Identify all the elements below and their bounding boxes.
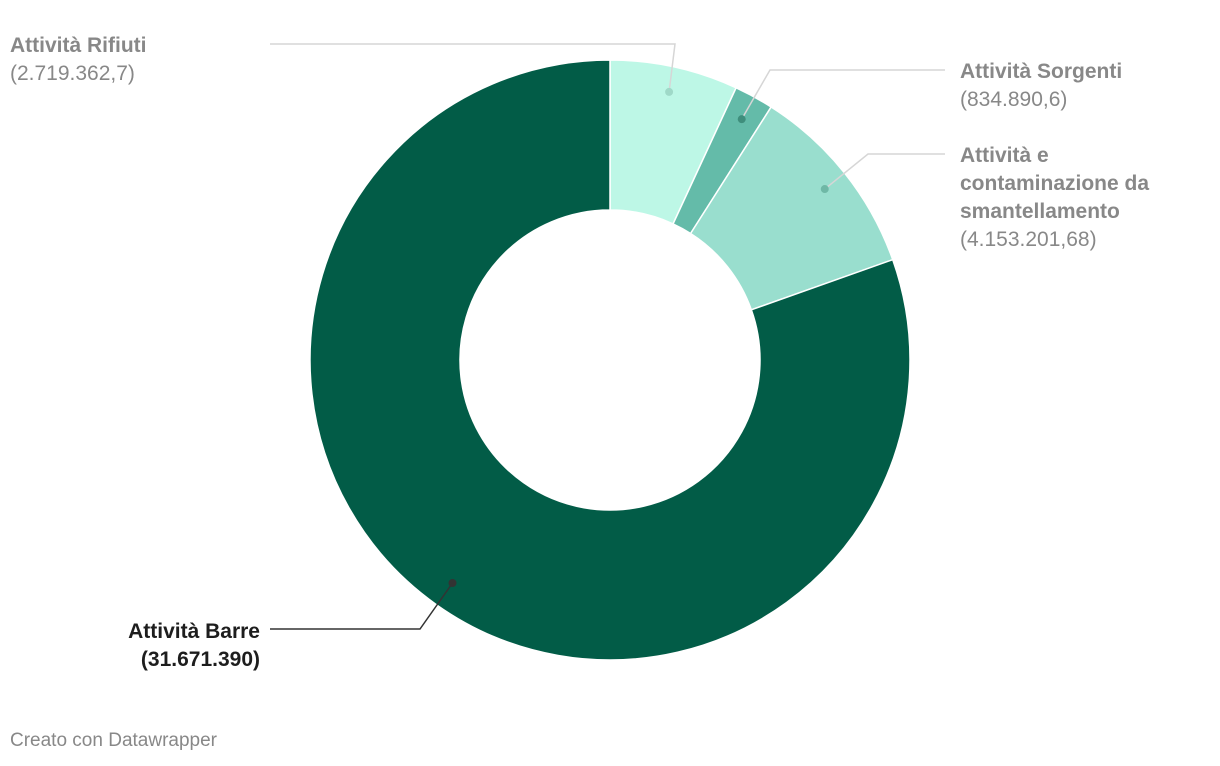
leader-dot-smantellamento: [820, 185, 829, 194]
leader-lines: [270, 43, 945, 630]
leader-line-smantellamento: [824, 153, 945, 190]
slice-label-name-rifiuti: Attività Rifiuti: [10, 34, 147, 57]
leader-dot-rifiuti: [665, 87, 674, 96]
donut-slices: [309, 59, 911, 661]
leader-dot-barre: [448, 578, 457, 587]
leader-line-barre: [270, 582, 454, 630]
slice-label-value-sorgenti: (834.890,6): [960, 88, 1067, 111]
slice-label-name-barre: Attività Barre: [128, 620, 260, 643]
slice-label-name-smantellamento: Attività e: [960, 144, 1049, 167]
slice-label-value-barre: (31.671.390): [141, 648, 260, 671]
slice-label-name-smantellamento: contaminazione da: [960, 172, 1149, 195]
slice-label-sorgenti: Attività Sorgenti (834.890,6): [960, 60, 1122, 111]
slice-labels: Attività Rifiuti (2.719.362,7) Attività So…: [10, 34, 1149, 671]
slice-label-barre: Attività Barre (31.671.390): [128, 620, 260, 671]
slice-label-value-rifiuti: (2.719.362,7): [10, 62, 135, 85]
footer-credit: Creato con Datawrapper: [10, 730, 217, 751]
leader-line-rifiuti: [270, 43, 676, 93]
slice-label-name-sorgenti: Attività Sorgenti: [960, 60, 1122, 83]
slice-label-smantellamento: Attività e contaminazione da smantellament…: [960, 144, 1149, 251]
slice-label-name-smantellamento: smantellamento: [960, 200, 1120, 223]
slice-label-rifiuti: Attività Rifiuti (2.719.362,7): [10, 34, 147, 85]
leader-line-sorgenti: [741, 69, 945, 120]
slice-barre: [309, 59, 911, 661]
leader-dot-sorgenti: [737, 115, 746, 124]
slice-label-value-smantellamento: (4.153.201,68): [960, 228, 1097, 251]
